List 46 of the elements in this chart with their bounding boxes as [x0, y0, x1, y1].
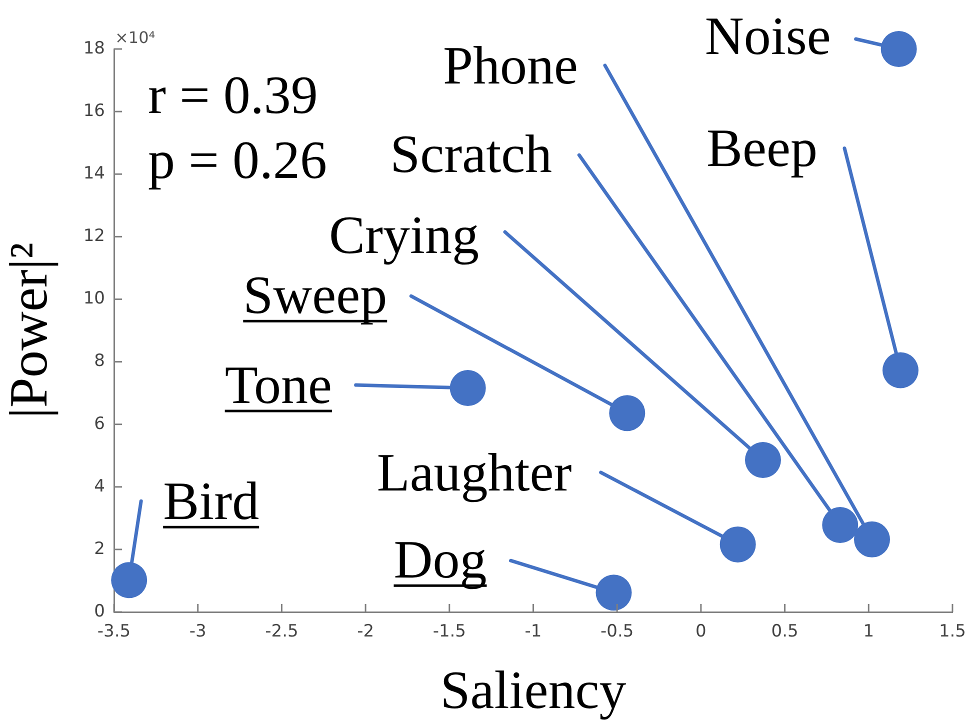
x-tick-label: -0.5 [600, 622, 634, 642]
x-tick-label: 0 [696, 622, 706, 642]
x-tick-label: -1 [524, 622, 542, 642]
x-tick-label: -1.5 [432, 622, 466, 642]
annotation: Sweep [243, 265, 388, 326]
annotation: Beep [706, 118, 818, 178]
point [880, 31, 917, 67]
y-tick-label: 10 [83, 288, 105, 309]
y-axis-title: |Power|² [0, 242, 59, 418]
y-tick-label: 12 [83, 226, 105, 246]
annotation: Scratch [390, 124, 552, 184]
x-tick-label: 1 [863, 622, 874, 642]
y-tick-label: 16 [83, 100, 105, 121]
x-tick-label: -3.5 [97, 622, 131, 642]
point [882, 352, 918, 388]
annotation: Phone [442, 35, 578, 96]
y-tick-label: 4 [94, 476, 105, 496]
point [450, 370, 486, 406]
point [854, 521, 890, 558]
annotation: Crying [328, 204, 479, 265]
point [609, 395, 646, 432]
point [111, 562, 148, 598]
point [822, 507, 858, 544]
point [720, 526, 756, 562]
annotation: Dog [394, 530, 487, 590]
x-axis-title: Saliency [440, 660, 626, 720]
annotation: r = 0.39 [148, 65, 318, 125]
annotation: Tone [224, 355, 332, 416]
y-tick-label: 0 [94, 601, 105, 622]
text: ×10⁴ [115, 28, 156, 47]
annotation: Laughter [376, 442, 572, 502]
point [744, 442, 781, 478]
annotation: p = 0.26 [148, 130, 327, 190]
x-tick-label: 0.5 [771, 622, 798, 642]
x-tick-label: -2 [357, 622, 374, 642]
x-tick-label: -2.5 [265, 622, 298, 642]
y-tick-label: 6 [94, 414, 105, 434]
y-tick-label: 14 [83, 164, 105, 184]
x-tick-label: -3 [189, 622, 206, 642]
point [596, 574, 632, 611]
y-tick-label: 8 [94, 351, 105, 372]
y-tick-label: 2 [94, 538, 105, 559]
y-tick-label: 18 [83, 38, 105, 58]
x-tick-label: 1.5 [938, 622, 966, 642]
annotation: Bird [163, 471, 260, 532]
annotation: Noise [704, 6, 831, 66]
